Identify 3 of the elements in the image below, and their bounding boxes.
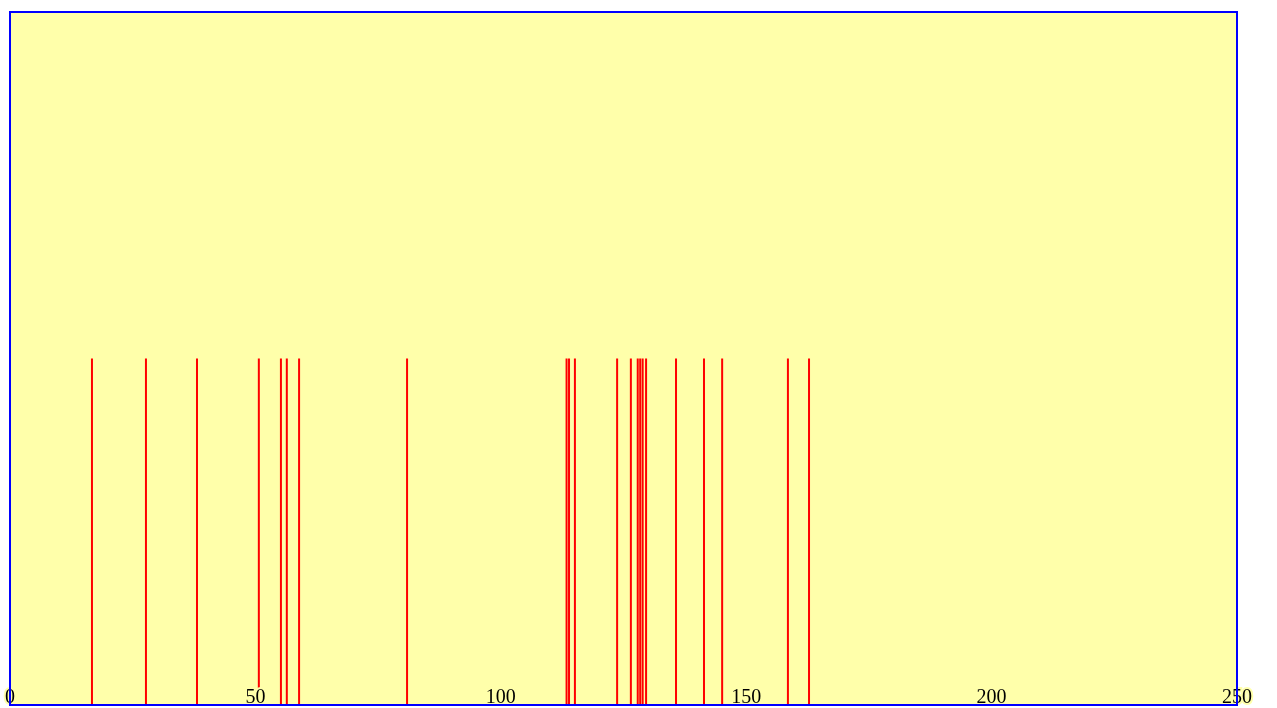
x-tick-label: 100 [485,685,516,707]
x-tick-label: 200 [976,685,1007,707]
x-tick-label: 150 [731,685,762,707]
